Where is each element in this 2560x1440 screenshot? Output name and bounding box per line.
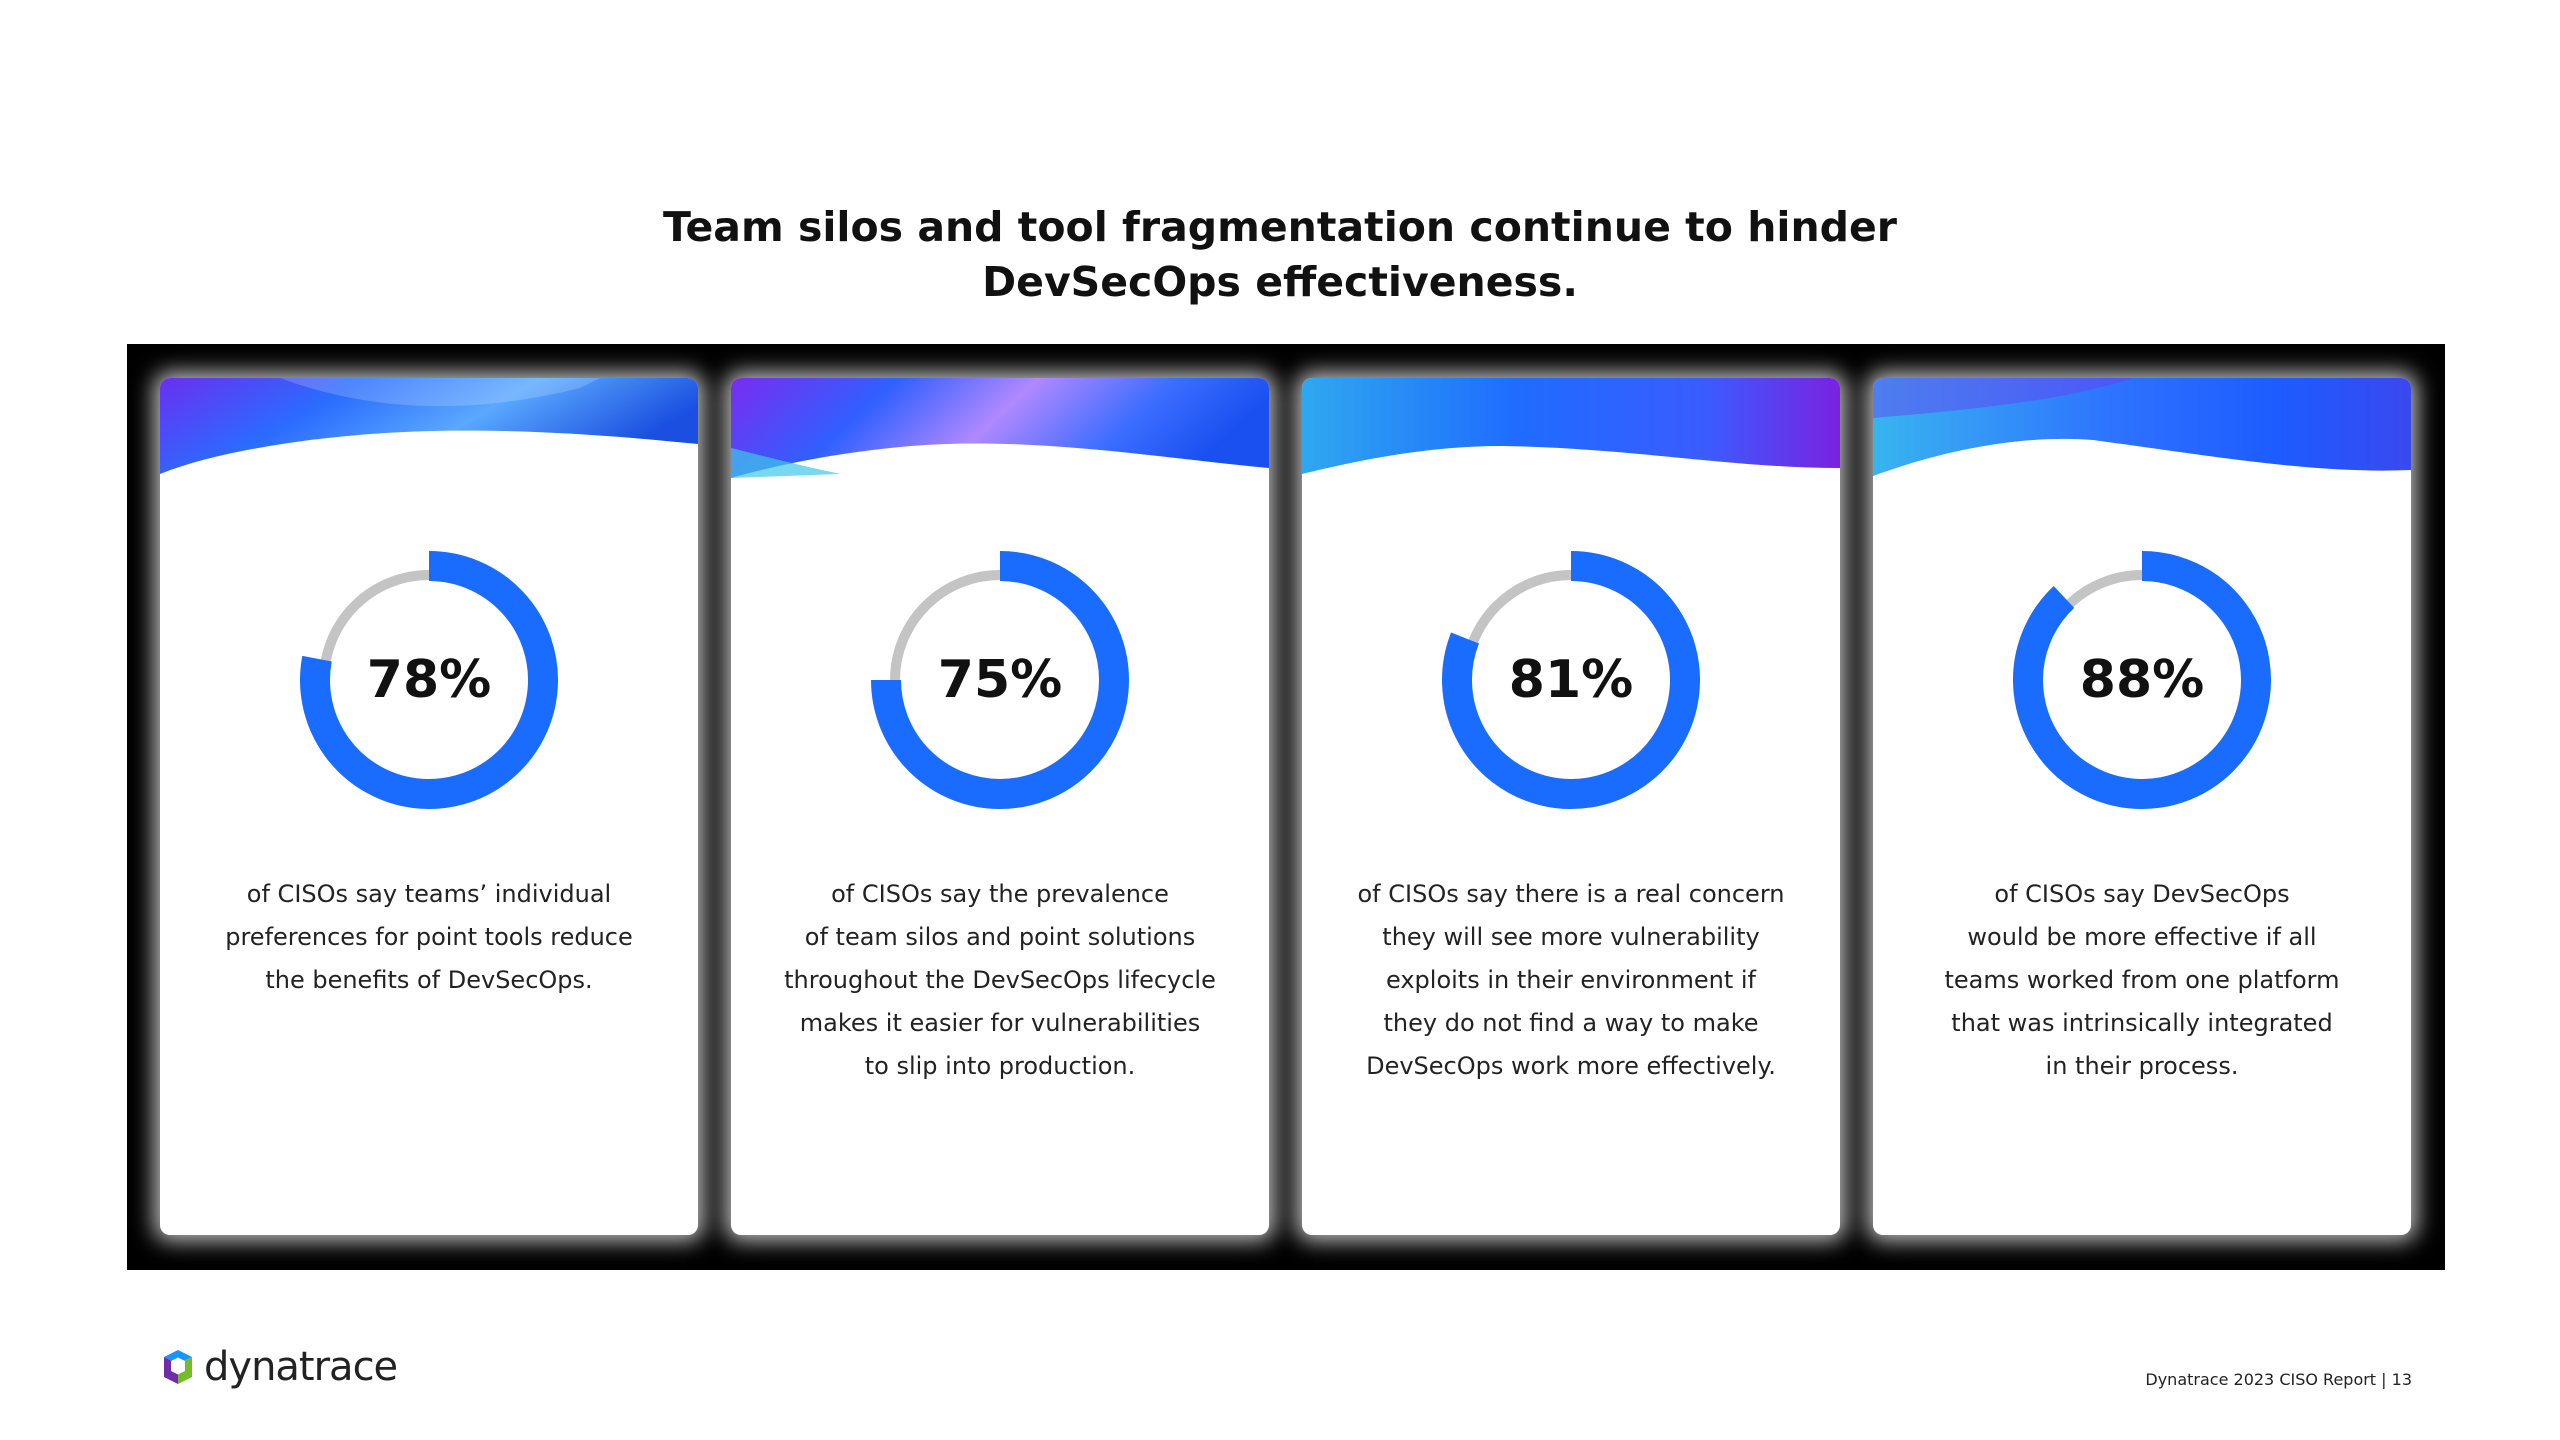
donut-arc-value [300, 551, 558, 809]
footer-page-info: Dynatrace 2023 CISO Report | 13 [2145, 1370, 2412, 1389]
percent-label: 88% [2080, 650, 2204, 710]
donut-arc-value [2013, 551, 2271, 809]
dynatrace-logo-icon [164, 1350, 192, 1384]
donut-arc-value [1442, 551, 1700, 809]
description-line: of CISOs say the prevalence [831, 880, 1169, 908]
stat-description: of CISOs say there is a real concern the… [1322, 873, 1820, 1088]
donut-arc-value [871, 551, 1129, 809]
logo-wordmark: dynatrace [204, 1344, 398, 1390]
description-line: to slip into production. [864, 1052, 1136, 1080]
percent-label: 75% [938, 650, 1062, 710]
stat-description: of CISOs say teams’ individual preferenc… [180, 873, 678, 1002]
stat-description: of CISOs say the prevalence of team silo… [751, 873, 1249, 1088]
page-title: Team silos and tool fragmentation contin… [0, 200, 2560, 310]
stat-card-1: 78% of CISOs say teams’ individual prefe… [160, 378, 698, 1235]
description-line: teams worked from one platform [1944, 966, 2340, 994]
donut-chart-2: 75% [871, 551, 1129, 809]
stats-panel: 78% of CISOs say teams’ individual prefe… [127, 344, 2445, 1270]
description-line: in their process. [2045, 1052, 2239, 1080]
description-line: that was intrinsically integrated [1951, 1009, 2333, 1037]
description-line: of CISOs say teams’ individual [246, 880, 612, 908]
description-line: they will see more vulnerability [1382, 923, 1760, 951]
stat-card-4: 88% of CISOs say DevSecOps would be more… [1873, 378, 2411, 1235]
stat-card-2: 75% of CISOs say the prevalence of team … [731, 378, 1269, 1235]
donut-chart-1: 78% [300, 551, 558, 809]
stat-description: of CISOs say DevSecOps would be more eff… [1893, 873, 2391, 1088]
percent-label: 78% [367, 650, 491, 710]
description-line: they do not find a way to make [1383, 1009, 1759, 1037]
description-line: of CISOs say there is a real concern [1357, 880, 1785, 908]
donut-chart-3: 81% [1442, 551, 1700, 809]
description-line: of CISOs say DevSecOps [1994, 880, 2290, 908]
description-line: would be more effective if all [1967, 923, 2317, 951]
description-line: exploits in their environment if [1386, 966, 1756, 994]
donut-chart-4: 88% [2013, 551, 2271, 809]
dynatrace-logo: dynatrace [158, 1342, 398, 1392]
card-header-wave [731, 378, 1269, 478]
description-line: preferences for point tools reduce [225, 923, 633, 951]
title-line-2: DevSecOps effectiveness. [982, 258, 1578, 306]
stat-card-3: 81% of CISOs say there is a real concern… [1302, 378, 1840, 1235]
description-line: makes it easier for vulnerabilities [799, 1009, 1201, 1037]
card-header-wave [1873, 378, 2411, 476]
description-line: DevSecOps work more effectively. [1366, 1052, 1776, 1080]
percent-label: 81% [1509, 650, 1633, 710]
card-header-wave [1302, 378, 1840, 474]
description-line: the benefits of DevSecOps. [265, 966, 593, 994]
description-line: throughout the DevSecOps lifecycle [784, 966, 1216, 994]
card-header-wave [160, 378, 698, 474]
description-line: of team silos and point solutions [804, 923, 1196, 951]
title-line-1: Team silos and tool fragmentation contin… [662, 203, 1898, 251]
